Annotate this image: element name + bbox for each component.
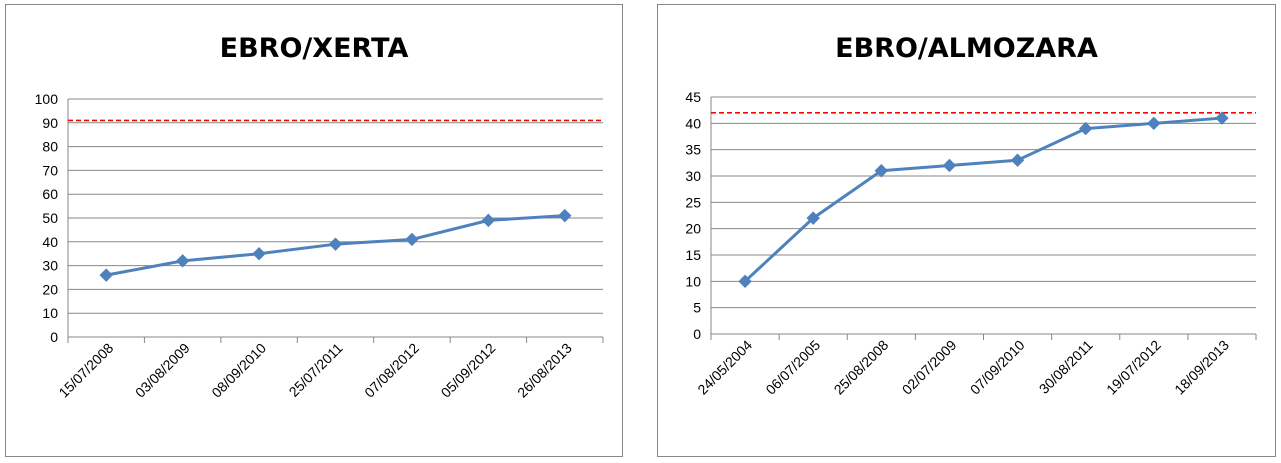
y-tick-label: 80 (42, 139, 58, 155)
line-chart-almozara: 0 5 10 15 20 25 30 35 40 45 24/05/2004 06/07/2005 25… (685, 89, 1257, 398)
data-point-marker (942, 158, 957, 173)
y-tick-label: 20 (42, 281, 58, 297)
x-tick-label: 15/07/2008 (55, 340, 116, 401)
y-tick-label: 40 (685, 115, 701, 131)
line-chart-xerta: 0 10 20 30 40 50 60 70 80 90 100 15/07/2008 03/08/20… (35, 91, 604, 401)
data-point-marker (738, 274, 752, 289)
y-tick-label: 90 (42, 115, 58, 131)
y-tick-label: 15 (685, 247, 701, 263)
y-tick-label: 20 (685, 221, 701, 237)
series-line (744, 116, 1223, 283)
data-point-marker (1010, 153, 1025, 167)
x-tick-label: 18/09/2013 (1171, 337, 1232, 398)
data-point-marker (405, 232, 419, 247)
x-tick-label: 06/07/2005 (762, 337, 823, 398)
y-tick-label: 50 (42, 210, 58, 226)
x-tick-label: 07/08/2012 (361, 340, 422, 401)
y-tick-label: 0 (50, 329, 58, 345)
data-point-marker (252, 246, 266, 261)
x-tick-label: 30/08/2011 (1036, 337, 1096, 397)
y-tick-label: 35 (685, 142, 701, 158)
x-tick-label: 25/08/2008 (831, 337, 892, 398)
data-point-marker (328, 237, 343, 251)
data-point-marker (1078, 121, 1093, 136)
y-tick-label: 30 (42, 258, 58, 274)
chart-panel-almozara: EBRO/ALMOZARA 0 5 10 15 20 25 30 35 40 45 24/05/20… (657, 4, 1276, 457)
y-tick-label: 30 (685, 168, 701, 184)
chart-title: EBRO/ALMOZARA (835, 33, 1098, 64)
y-tick-label: 0 (693, 326, 701, 342)
y-tick-label: 10 (42, 305, 58, 321)
x-tick-label: 07/09/2010 (967, 337, 1028, 398)
x-tick-label: 03/08/2009 (132, 340, 193, 401)
data-point-marker (874, 164, 889, 178)
y-tick-label: 10 (685, 273, 701, 289)
chart-title: EBRO/XERTA (219, 33, 409, 64)
y-tick-label: 70 (42, 162, 58, 178)
y-tick-label: 25 (685, 194, 701, 210)
chart-panel-xerta: EBRO/XERTA 0 10 20 30 40 50 60 70 80 90 100 15/07/2… (5, 4, 623, 457)
y-tick-label: 45 (685, 89, 701, 105)
x-tick-label: 26/08/2013 (514, 340, 575, 401)
data-point-marker (481, 213, 496, 228)
x-tick-label: 05/09/2012 (438, 340, 499, 401)
x-tick-label: 08/09/2010 (208, 340, 269, 401)
y-tick-label: 5 (693, 300, 701, 316)
data-point-marker (1147, 116, 1161, 131)
y-tick-label: 60 (42, 186, 58, 202)
data-point-marker (558, 208, 572, 223)
data-point-marker (175, 254, 190, 268)
y-tick-label: 40 (42, 234, 58, 250)
data-point-marker (99, 268, 113, 282)
y-tick-label: 100 (35, 91, 59, 107)
x-tick-label: 24/05/2004 (694, 337, 755, 398)
x-tick-label: 19/07/2012 (1103, 337, 1164, 398)
x-tick-label: 25/07/2011 (285, 340, 345, 400)
data-point-marker (806, 211, 820, 225)
x-tick-label: 02/07/2009 (899, 337, 960, 398)
data-point-marker (1215, 111, 1229, 125)
